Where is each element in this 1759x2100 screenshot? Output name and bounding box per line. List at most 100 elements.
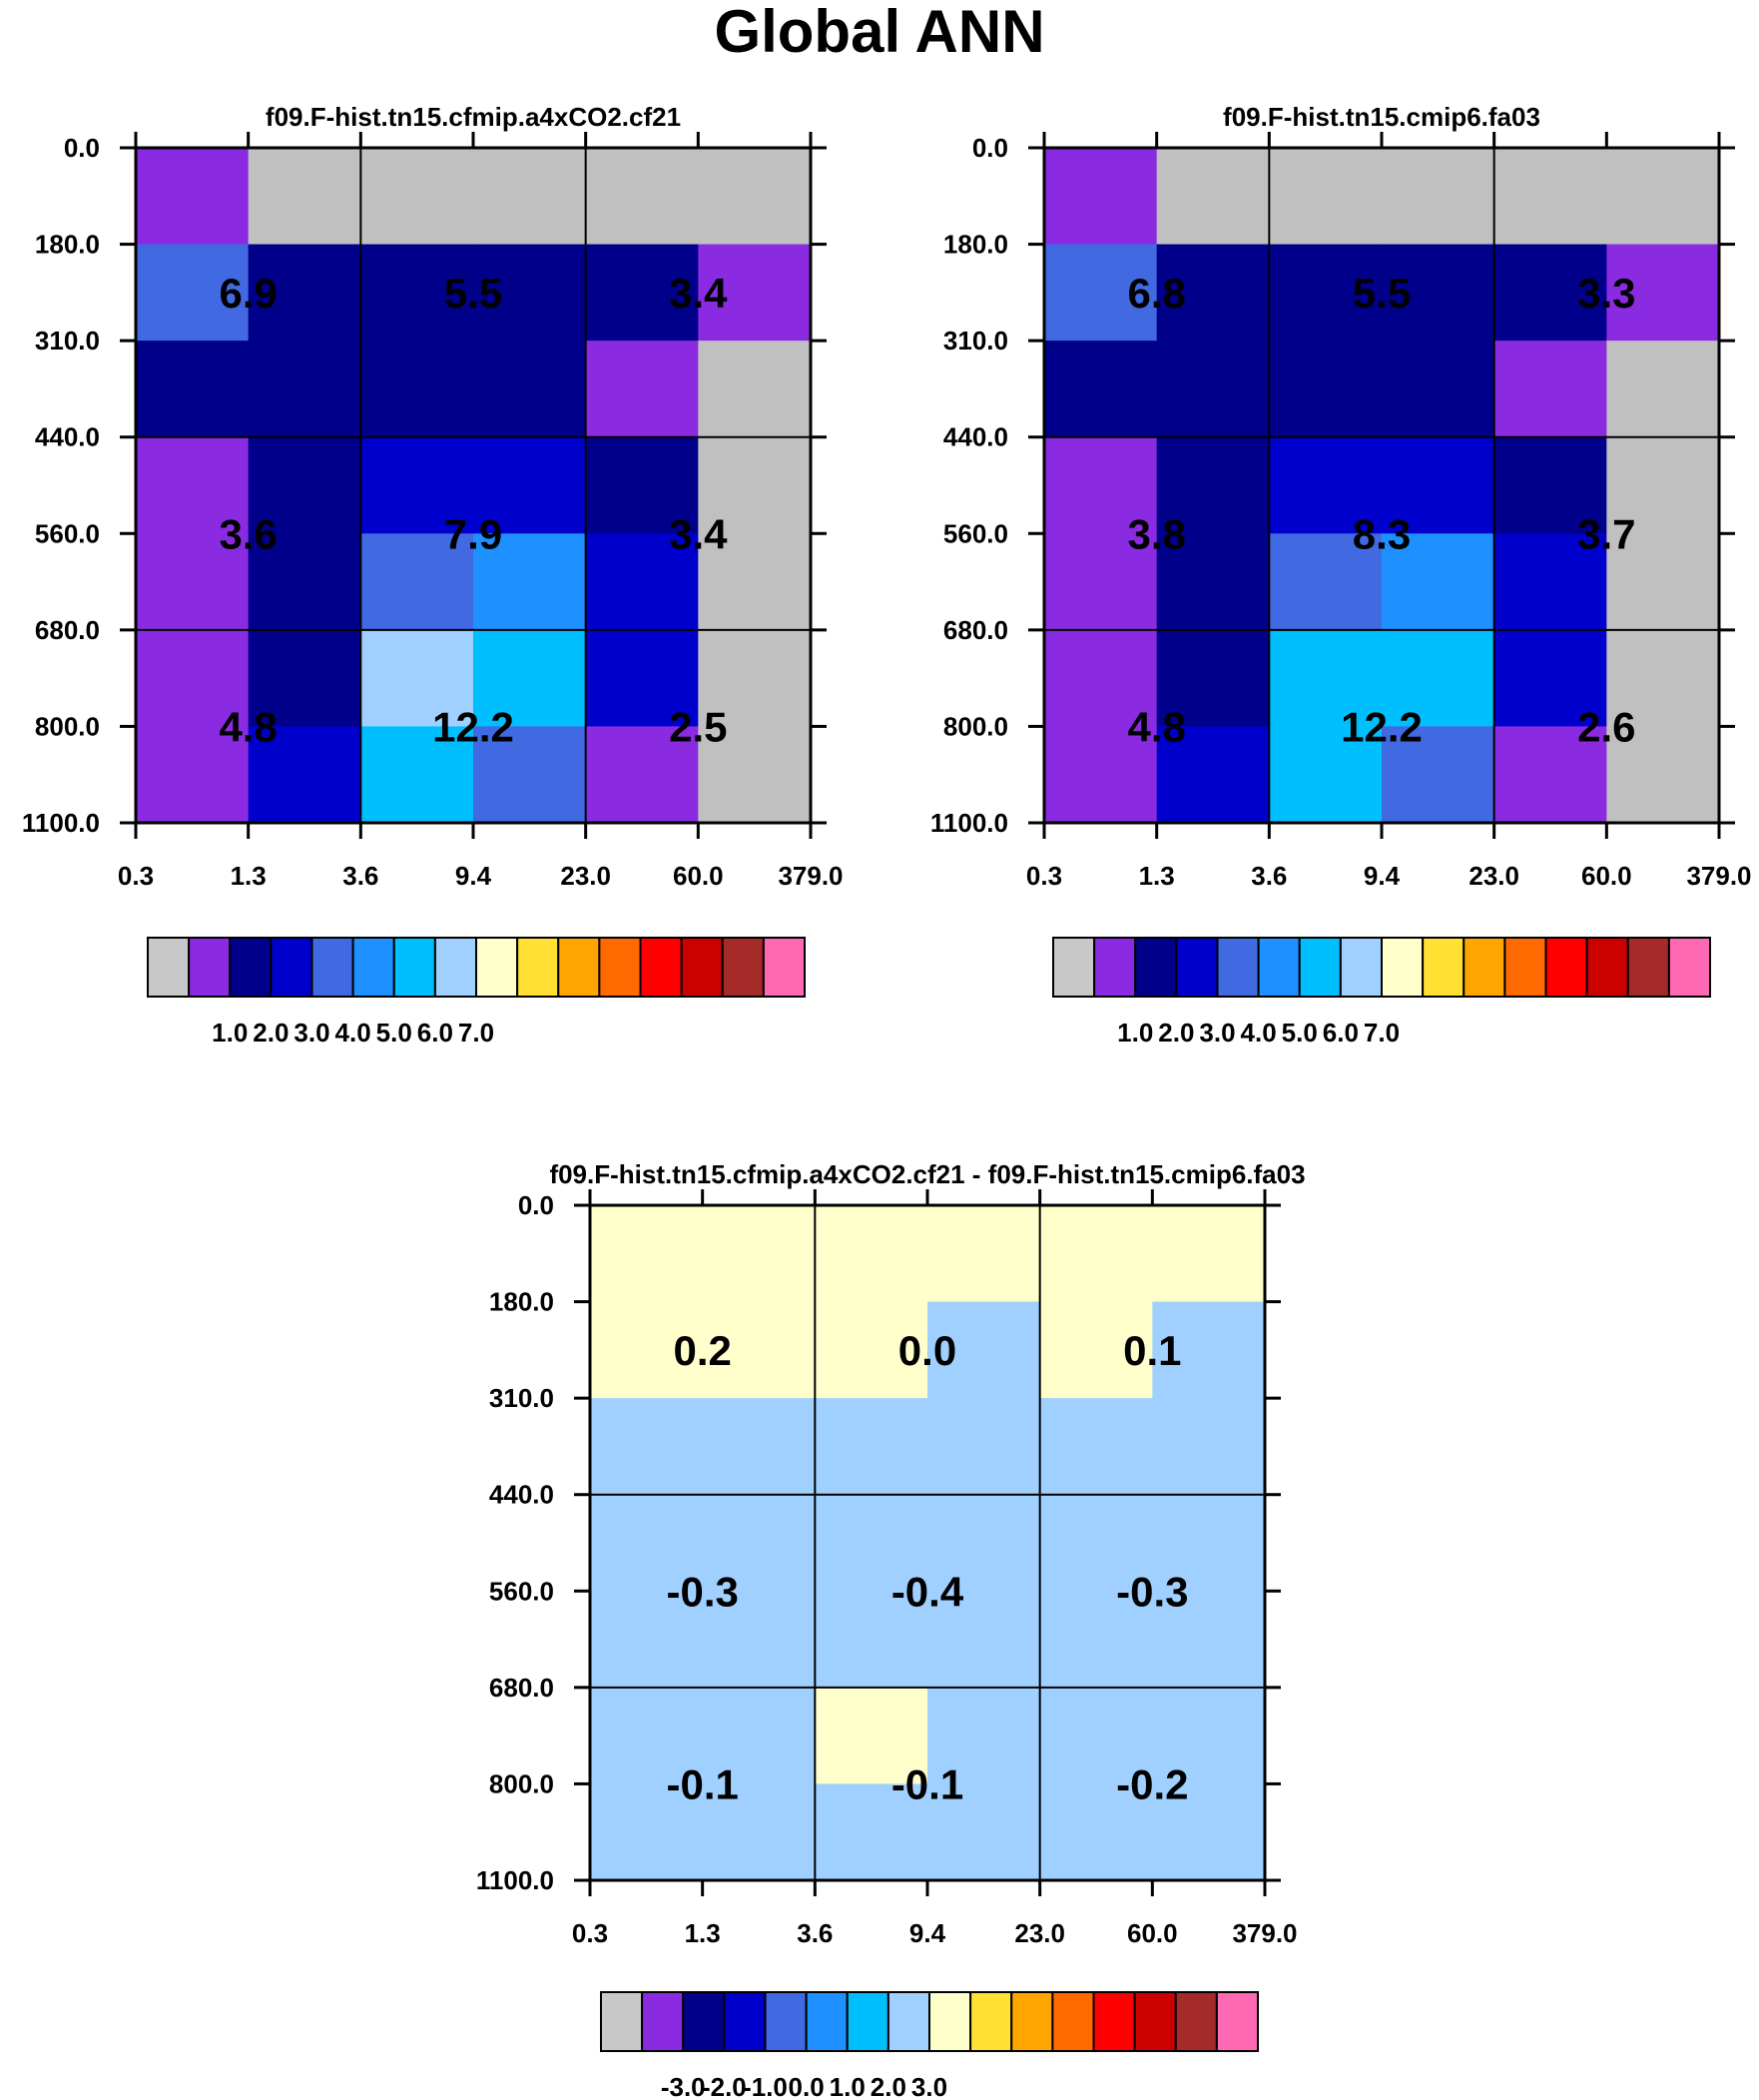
- y-tick-label: 680.0: [489, 1673, 554, 1703]
- heatmap-cell: [248, 436, 361, 534]
- colorbar-label: 1.0: [212, 1018, 248, 1048]
- colorbar-box: [723, 1991, 767, 2052]
- heatmap-cell: [1156, 629, 1270, 728]
- heatmap-cell: [1039, 1205, 1153, 1303]
- heatmap-cell: [1039, 1301, 1153, 1399]
- heatmap-cell: [1382, 244, 1495, 342]
- colorbar-box: [1010, 1991, 1054, 2052]
- colorbar-label: 4.0: [335, 1018, 371, 1048]
- heatmap-cell: [473, 341, 587, 438]
- y-tick-label: 440.0: [35, 422, 100, 452]
- heatmap-cell: [698, 533, 812, 631]
- heatmap-cell: [702, 1591, 816, 1689]
- x-tick-label: 3.6: [342, 861, 378, 891]
- block-value-label: -0.3: [666, 1568, 738, 1615]
- heatmap-cell: [1039, 1783, 1153, 1881]
- heatmap-cell: [815, 1687, 928, 1785]
- colorbar-box: [147, 937, 191, 998]
- heatmap-cell: [1269, 341, 1383, 438]
- colorbar-label: 0.0: [789, 2072, 825, 2100]
- heatmap-cell: [590, 1205, 704, 1303]
- block-value-label: -0.4: [891, 1568, 964, 1615]
- colorbar-box: [680, 937, 724, 998]
- heatmap-cell: [702, 1494, 816, 1592]
- colorbar-box: [1544, 937, 1588, 998]
- heatmap-cell: [136, 244, 250, 342]
- heatmap-cell: [815, 1398, 928, 1496]
- heatmap-cell: [698, 244, 812, 342]
- y-tick-label: 1100.0: [476, 1865, 554, 1895]
- heatmap-cell: [590, 1591, 704, 1689]
- heatmap-cell: [473, 533, 587, 631]
- y-tick-label: 800.0: [35, 711, 100, 741]
- y-tick-label: 800.0: [489, 1768, 554, 1798]
- heatmap-cell: [702, 1783, 816, 1881]
- heatmap-cell: [815, 1301, 928, 1399]
- heatmap-cell: [702, 1205, 816, 1303]
- x-tick-label: 379.0: [778, 861, 843, 891]
- heatmap-cell: [590, 1301, 704, 1399]
- colorbar-label: 4.0: [1241, 1018, 1277, 1048]
- heatmap-cell: [360, 244, 474, 342]
- block-value-label: 7.9: [444, 510, 502, 557]
- heatmap-cell: [248, 148, 361, 246]
- colorbar-label: 2.0: [871, 2072, 906, 2100]
- y-tick-label: 0.0: [64, 133, 100, 163]
- heatmap-cell: [473, 244, 587, 342]
- heatmap-cell: [473, 148, 587, 246]
- colorbar-box: [682, 1991, 726, 2052]
- colorbar-box: [516, 937, 560, 998]
- heatmap-cell: [248, 244, 361, 342]
- colorbar-box: [1667, 937, 1711, 998]
- block-value-label: 3.4: [669, 510, 728, 557]
- heatmap-cell: [1269, 148, 1383, 246]
- block-value-label: 4.8: [219, 703, 277, 750]
- y-tick-label: 310.0: [35, 326, 100, 355]
- heatmap-cell: [136, 726, 250, 824]
- heatmap-panel-model-b: f09.F-hist.tn15.cmip6.fa03 6.8 5.5 3.3 3.8 8.…: [930, 102, 1752, 1048]
- x-tick-label: 60.0: [1127, 1918, 1178, 1948]
- heatmap-cell: [1156, 341, 1270, 438]
- heatmap-cell: [1044, 533, 1158, 631]
- x-tick-label: 379.0: [1686, 861, 1751, 891]
- x-tick-label: 379.0: [1232, 1918, 1297, 1948]
- panel-title: f09.F-hist.tn15.cfmip.a4xCO2.cf21 - f09.…: [549, 1159, 1305, 1189]
- heatmap-cell: [585, 436, 699, 534]
- colorbar-label: -2.0: [702, 2072, 747, 2100]
- heatmap-cell: [1152, 1494, 1266, 1592]
- heatmap-cell: [698, 148, 812, 246]
- colorbar-box: [229, 937, 273, 998]
- heatmap-cell: [1606, 629, 1720, 728]
- colorbar-box: [600, 1991, 644, 2052]
- x-tick-label: 0.3: [118, 861, 154, 891]
- heatmap-cell: [698, 726, 812, 824]
- x-tick-label: 9.4: [1364, 861, 1401, 891]
- colorbar-box: [475, 937, 519, 998]
- heatmap-cell: [815, 1205, 928, 1303]
- heatmap-cell: [1044, 436, 1158, 534]
- x-tick-label: 23.0: [1014, 1918, 1065, 1948]
- block-value-label: -0.1: [666, 1760, 738, 1807]
- heatmap-cell: [927, 1783, 1041, 1881]
- block-value-label: 2.5: [669, 703, 727, 750]
- heatmap-cell: [136, 341, 250, 438]
- heatmap-cell: [1493, 341, 1607, 438]
- heatmap-cell: [1156, 244, 1270, 342]
- colorbar-box: [846, 1991, 889, 2052]
- figure-title: Global ANN: [714, 0, 1045, 65]
- heatmap-cell: [1156, 726, 1270, 824]
- block-value-label: 3.4: [669, 270, 728, 317]
- heatmap-cell: [360, 148, 474, 246]
- heatmap-cell: [1044, 244, 1158, 342]
- heatmap-cell: [1039, 1591, 1153, 1689]
- colorbar-box: [721, 937, 765, 998]
- heatmap-cell: [1044, 341, 1158, 438]
- heatmap-cell: [1269, 726, 1383, 824]
- colorbar-box: [1422, 937, 1466, 998]
- y-tick-label: 560.0: [489, 1576, 554, 1606]
- panel-title: f09.F-hist.tn15.cfmip.a4xCO2.cf21: [266, 102, 681, 132]
- y-tick-label: 440.0: [943, 422, 1008, 452]
- heatmap-cell: [136, 533, 250, 631]
- x-tick-label: 1.3: [231, 861, 267, 891]
- colorbar-box: [805, 1991, 849, 2052]
